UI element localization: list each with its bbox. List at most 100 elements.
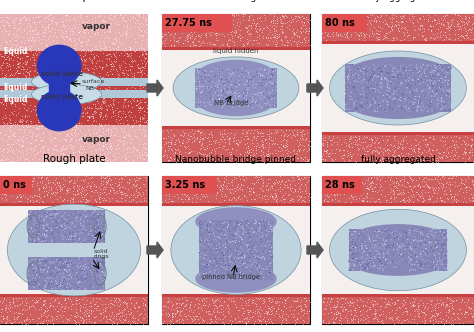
Point bbox=[267, 74, 275, 79]
Point bbox=[68, 211, 75, 217]
Point bbox=[73, 270, 81, 275]
Point bbox=[34, 124, 41, 129]
Point bbox=[454, 31, 462, 37]
Point bbox=[431, 79, 439, 85]
Point bbox=[326, 150, 333, 156]
Point bbox=[76, 190, 84, 195]
Point bbox=[64, 159, 72, 165]
Point bbox=[278, 26, 286, 31]
Point bbox=[32, 280, 39, 285]
Point bbox=[140, 24, 147, 29]
Point bbox=[59, 150, 66, 155]
Point bbox=[237, 222, 245, 227]
Point bbox=[347, 133, 355, 138]
Point bbox=[355, 76, 363, 81]
Point bbox=[246, 239, 254, 244]
Point bbox=[82, 187, 90, 193]
Point bbox=[412, 108, 420, 113]
Point bbox=[210, 24, 217, 30]
Point bbox=[234, 33, 242, 38]
Point bbox=[264, 187, 272, 192]
Point bbox=[128, 124, 136, 130]
Point bbox=[27, 140, 35, 145]
Point bbox=[236, 186, 243, 191]
Point bbox=[4, 27, 12, 33]
Point bbox=[122, 131, 130, 136]
Point bbox=[140, 53, 148, 59]
Point bbox=[468, 194, 474, 200]
Point bbox=[35, 156, 43, 161]
Point bbox=[127, 309, 135, 315]
Point bbox=[258, 259, 265, 265]
Point bbox=[70, 285, 78, 290]
Point bbox=[65, 26, 73, 31]
Point bbox=[16, 62, 23, 68]
Point bbox=[249, 151, 257, 157]
Point bbox=[56, 195, 64, 200]
Point bbox=[22, 122, 30, 127]
Point bbox=[252, 259, 260, 265]
Point bbox=[36, 221, 44, 226]
Point bbox=[119, 103, 127, 108]
Point bbox=[416, 69, 423, 74]
Point bbox=[71, 127, 79, 132]
Point bbox=[234, 227, 241, 232]
Point bbox=[385, 71, 392, 76]
Point bbox=[85, 80, 92, 85]
Point bbox=[110, 52, 118, 57]
Point bbox=[250, 240, 258, 246]
Point bbox=[169, 314, 177, 319]
Point bbox=[231, 90, 238, 95]
Point bbox=[427, 62, 434, 67]
Point bbox=[273, 34, 281, 39]
Point bbox=[344, 75, 352, 80]
Point bbox=[204, 178, 212, 183]
Point bbox=[61, 269, 69, 274]
Point bbox=[60, 43, 68, 49]
Point bbox=[441, 29, 448, 35]
Point bbox=[100, 95, 107, 101]
Point bbox=[213, 234, 220, 239]
Point bbox=[91, 73, 98, 78]
Point bbox=[216, 264, 223, 269]
Point bbox=[64, 61, 71, 67]
Point bbox=[253, 20, 260, 26]
Point bbox=[130, 90, 137, 96]
Point bbox=[229, 70, 237, 75]
Point bbox=[91, 134, 98, 139]
Point bbox=[72, 110, 79, 116]
Point bbox=[304, 37, 311, 42]
Point bbox=[291, 307, 298, 313]
Point bbox=[99, 145, 107, 150]
Point bbox=[354, 32, 361, 37]
Point bbox=[446, 95, 453, 100]
Point bbox=[89, 86, 96, 91]
Point bbox=[121, 157, 129, 162]
Point bbox=[400, 267, 407, 272]
Point bbox=[224, 320, 232, 326]
Point bbox=[117, 190, 125, 195]
Point bbox=[89, 59, 97, 65]
Point bbox=[14, 146, 21, 151]
Point bbox=[468, 150, 474, 155]
Point bbox=[372, 248, 380, 254]
Point bbox=[356, 256, 364, 261]
Point bbox=[83, 138, 91, 143]
Point bbox=[347, 185, 355, 190]
Point bbox=[10, 21, 18, 26]
Point bbox=[374, 316, 381, 321]
Point bbox=[88, 237, 96, 242]
Point bbox=[401, 13, 408, 18]
Point bbox=[464, 17, 472, 22]
Point bbox=[91, 105, 98, 111]
Point bbox=[219, 319, 227, 324]
Point bbox=[440, 321, 448, 326]
Point bbox=[74, 136, 82, 141]
Point bbox=[75, 280, 83, 285]
Point bbox=[96, 27, 104, 32]
Point bbox=[58, 53, 65, 58]
Point bbox=[407, 231, 415, 236]
Point bbox=[113, 320, 120, 326]
Point bbox=[57, 266, 64, 271]
Point bbox=[441, 258, 448, 263]
